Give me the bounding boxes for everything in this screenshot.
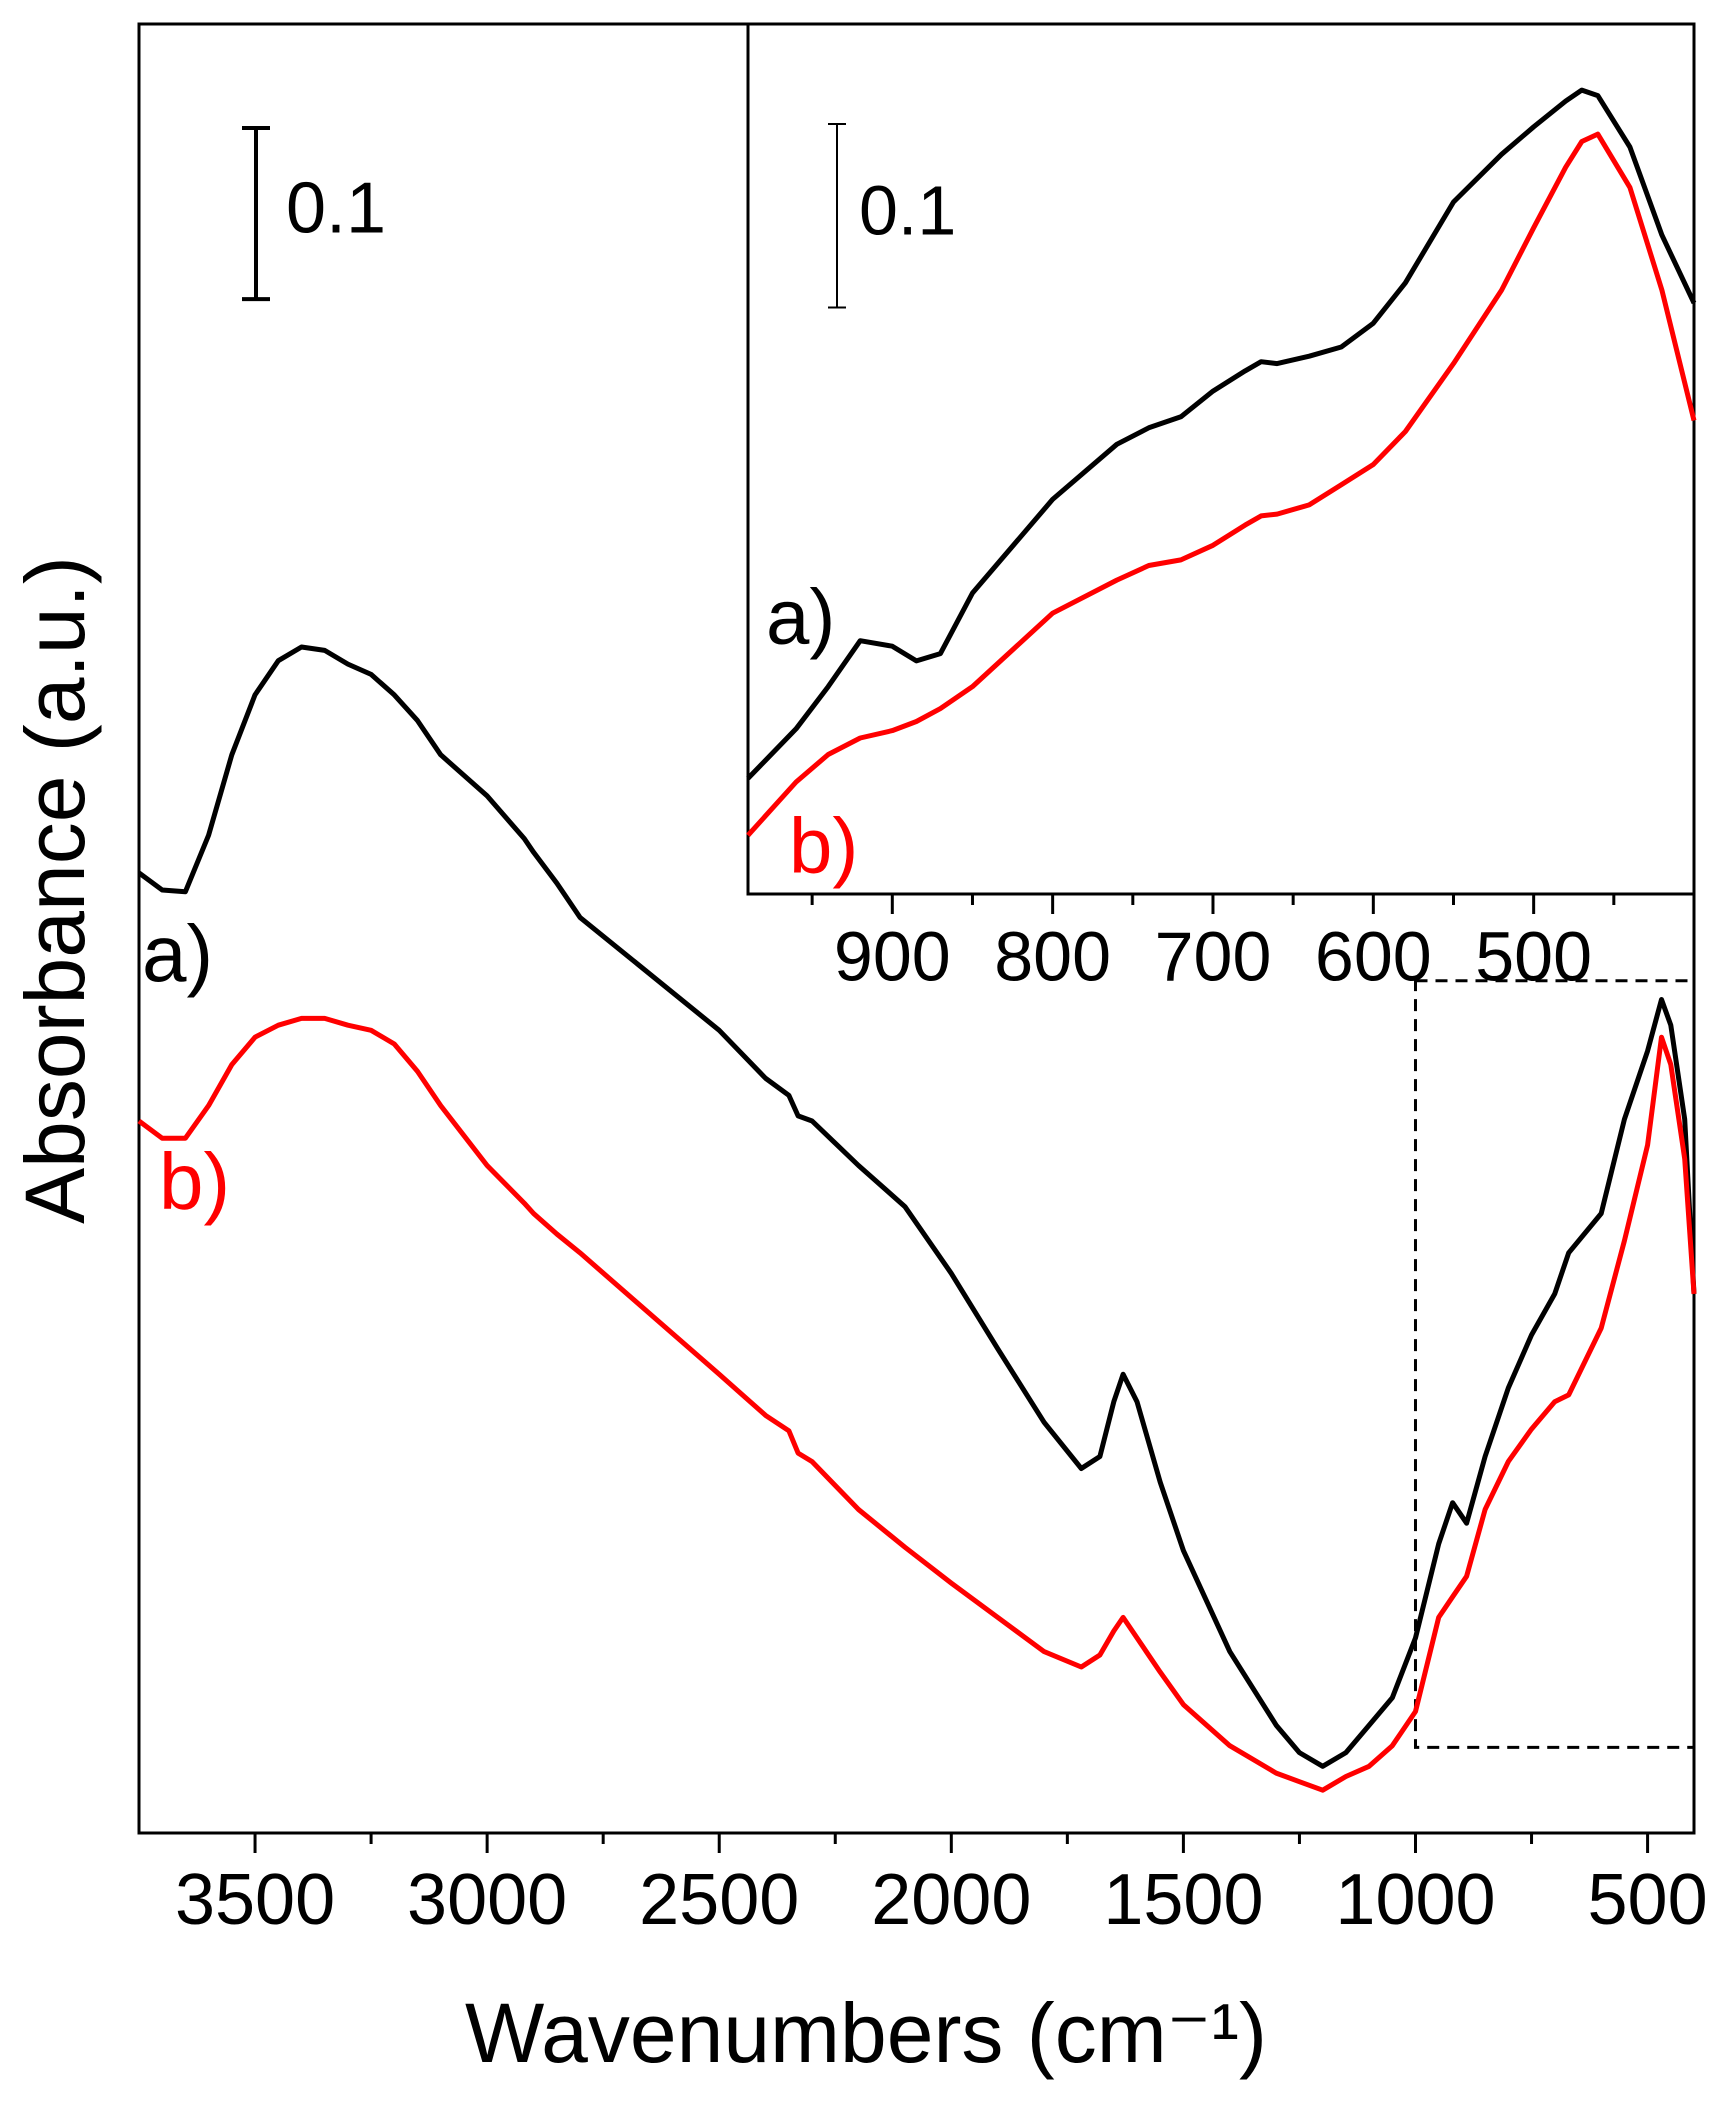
series-label: a): [142, 909, 213, 998]
x-tick-label: 3000: [407, 1860, 567, 1940]
x-tick-label: 800: [994, 917, 1111, 995]
x-tick-label: 500: [1588, 1860, 1708, 1940]
spectrum-line: [137, 1015, 1697, 1793]
y-axis-label: Absorbance (a.u.): [8, 556, 102, 1224]
x-tick-label: 500: [1475, 917, 1592, 995]
spectrum-line: [746, 87, 1697, 781]
x-tick-label: 900: [834, 917, 951, 995]
x-axis-label: Wavenumbers (cm⁻¹): [465, 1986, 1267, 2080]
scale-bar-label: 0.1: [859, 171, 956, 249]
series-label: b): [789, 802, 858, 890]
spectrum-line: [746, 131, 1697, 837]
scale-bar-label: 0.1: [286, 169, 386, 249]
series-label: a): [766, 573, 835, 661]
x-tick-label: 2000: [871, 1860, 1031, 1940]
x-tick-label: 600: [1315, 917, 1432, 995]
x-tick-label: 1500: [1103, 1860, 1263, 1940]
x-tick-label: 700: [1155, 917, 1272, 995]
plot-frame: [746, 22, 1696, 896]
x-tick-label: 3500: [175, 1860, 335, 1940]
spectrum-line: [137, 644, 1697, 1769]
inset-region-box: [1413, 979, 1696, 1749]
x-tick-label: 2500: [639, 1860, 799, 1940]
series-label: b): [159, 1137, 230, 1226]
x-tick-label: 1000: [1335, 1860, 1495, 1940]
